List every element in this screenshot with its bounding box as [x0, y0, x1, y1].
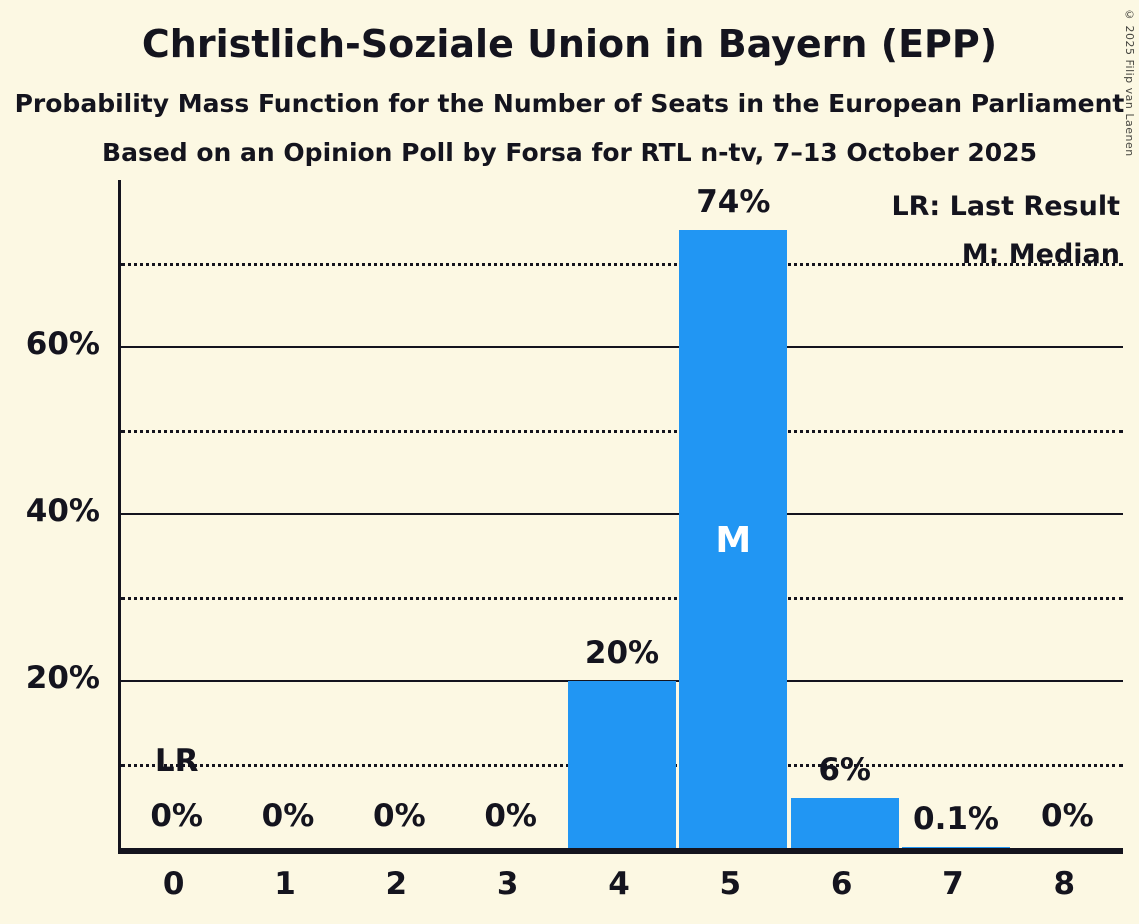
- x-tick-label: 6: [830, 866, 853, 902]
- gridline-solid: [121, 513, 1123, 515]
- chart-subtitle-poll: Probability Mass Function for the Number…: [14, 89, 1125, 118]
- bar-value-label: 0%: [1041, 798, 1094, 834]
- bar: [567, 681, 677, 848]
- y-tick-label: 20%: [25, 660, 100, 696]
- bar-value-label: 0%: [261, 798, 315, 834]
- bar-value-label: 0%: [373, 798, 426, 834]
- x-tick-label: 8: [1053, 866, 1076, 902]
- chart-legend: LR: Last Result M: Median: [891, 183, 1120, 279]
- x-tick-label: 2: [385, 866, 408, 902]
- bar-value-label: 74%: [696, 184, 771, 221]
- y-tick-label: 60%: [25, 326, 100, 362]
- last-result-marker: LR: [154, 743, 199, 779]
- bar-value-label: 0.1%: [913, 801, 999, 838]
- chart-subtitle-source: Based on an Opinion Poll by Forsa for RT…: [102, 138, 1037, 167]
- bar: [790, 797, 899, 848]
- chart-title: Christlich-Soziale Union in Bayern (EPP): [141, 22, 998, 66]
- median-marker: M: [715, 520, 752, 562]
- bars-layer: 0% 0% 0% 0% 20% 74% 6% 0.1% 0% M LR: [121, 180, 1123, 848]
- bar-value-label: 0%: [484, 798, 537, 834]
- plot-area: 0% 0% 0% 0% 20% 74% 6% 0.1% 0% M LR: [118, 180, 1123, 854]
- bar-value-label: 0%: [150, 798, 203, 834]
- x-tick-label: 3: [496, 866, 519, 902]
- gridline-dotted: [121, 262, 1123, 266]
- bar-value-label: 6%: [818, 751, 871, 788]
- legend-last-result: LR: Last Result: [891, 191, 1120, 222]
- x-tick-label: 7: [942, 866, 964, 902]
- x-tick-label: 4: [608, 866, 630, 902]
- x-tick-label: 0: [162, 866, 185, 902]
- bar-value-label: 20%: [584, 635, 660, 671]
- gridline-solid: [121, 346, 1123, 348]
- gridline-dotted: [121, 429, 1123, 433]
- x-tick-label: 1: [274, 866, 296, 902]
- copyright-note: © 2025 Filip van Laenen: [1123, 8, 1136, 157]
- x-axis-labels: 0 1 2 3 4 5 6 7 8: [118, 866, 1120, 902]
- bar: [901, 847, 1011, 848]
- gridline-dotted: [121, 596, 1123, 600]
- legend-median: M: Median: [961, 239, 1120, 270]
- y-tick-label: 40%: [25, 493, 100, 529]
- y-axis-labels: 20% 40% 60%: [0, 180, 100, 848]
- x-tick-label: 5: [719, 866, 742, 902]
- bar: [679, 230, 788, 848]
